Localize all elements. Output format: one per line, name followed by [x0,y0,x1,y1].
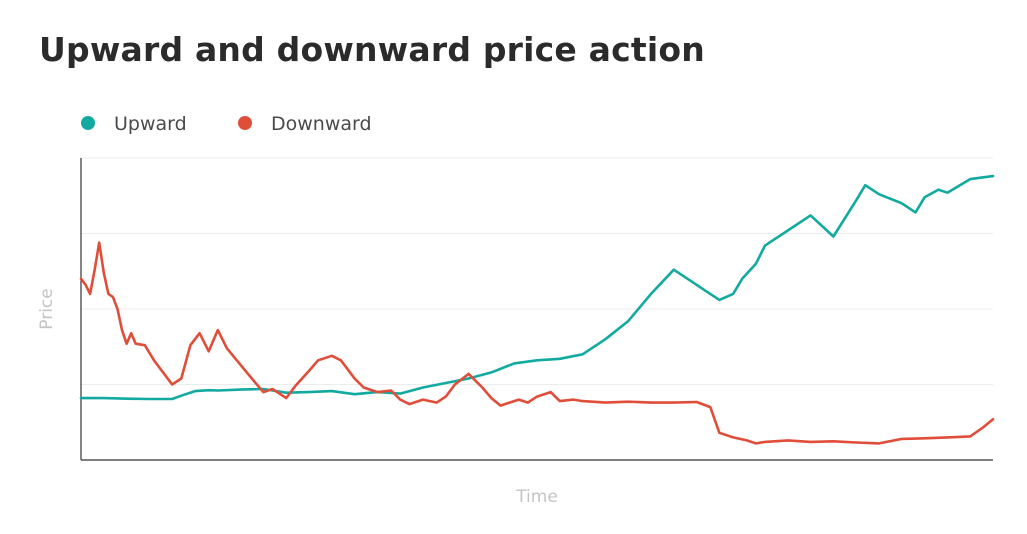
series-line-upward [79,174,995,401]
legend-label-downward: Downward [271,113,372,135]
chart-title: Upward and downward price action [39,30,705,69]
x-axis-label: Time [515,487,558,507]
legend-marker-downward [238,116,252,130]
series-group [79,174,995,445]
legend: Upward Downward [81,113,372,135]
grid-lines [81,157,993,385]
legend-label-upward: Upward [114,113,187,135]
y-axis-label: Price [37,288,57,329]
axes [80,158,993,461]
legend-marker-upward [81,116,95,130]
series-line-downward [79,241,995,445]
